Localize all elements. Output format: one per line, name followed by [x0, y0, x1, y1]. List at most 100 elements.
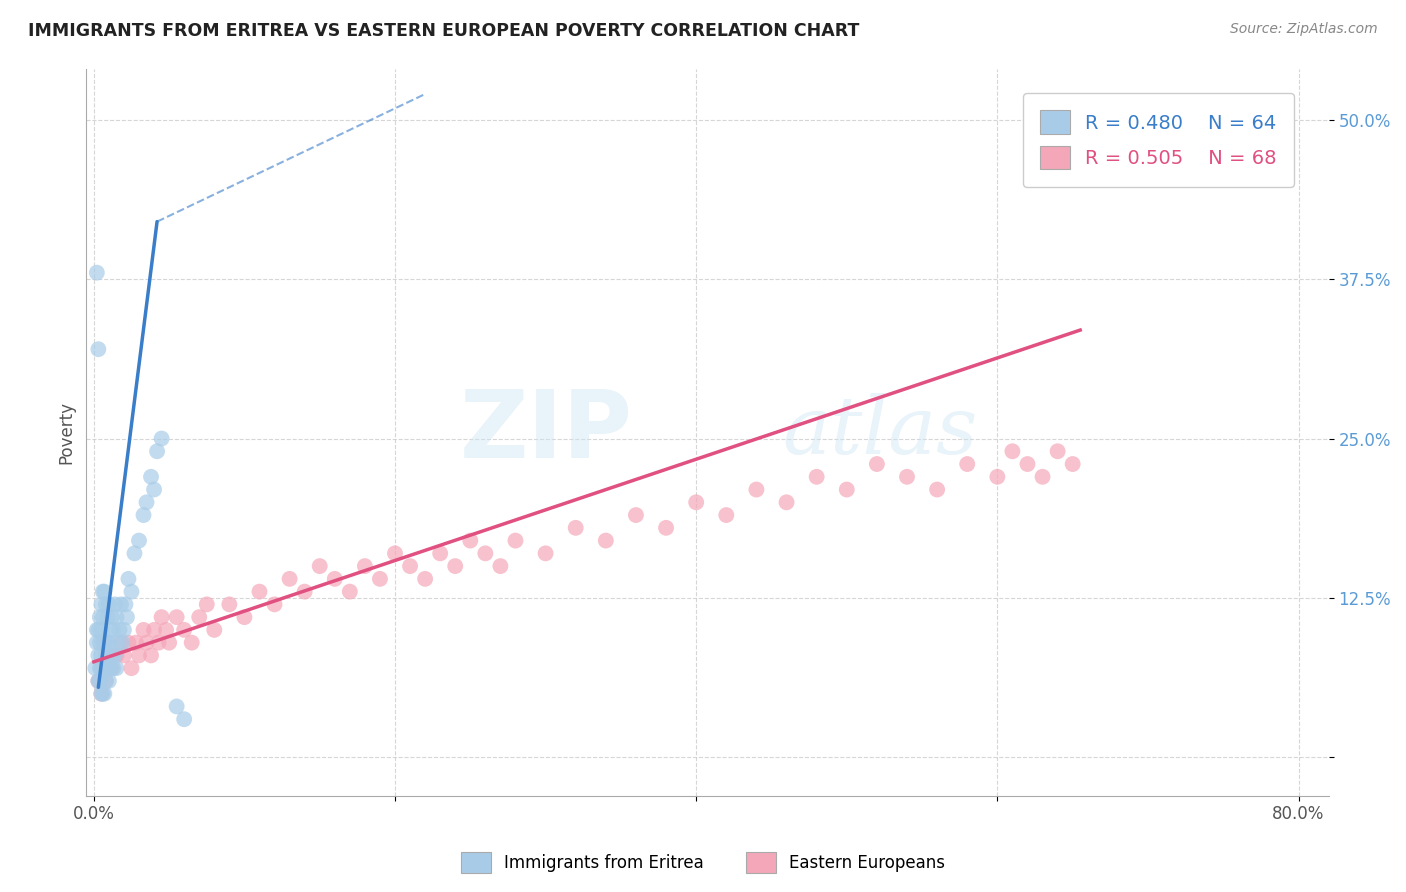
Point: [218, 598, 240, 612]
Point: [105, 661, 128, 675]
Point: [489, 559, 512, 574]
Point: [96, 635, 118, 649]
Point: [100, 661, 122, 675]
Point: [505, 533, 527, 548]
Point: [294, 584, 316, 599]
Point: [101, 661, 124, 675]
Point: [1062, 457, 1084, 471]
Point: [90, 623, 112, 637]
Point: [339, 584, 361, 599]
Point: [143, 623, 166, 637]
Point: [278, 572, 301, 586]
Legend: Immigrants from Eritrea, Eastern Europeans: Immigrants from Eritrea, Eastern Europea…: [454, 846, 952, 880]
Text: Source: ZipAtlas.com: Source: ZipAtlas.com: [1230, 22, 1378, 37]
Point: [86, 623, 108, 637]
Point: [143, 483, 166, 497]
Point: [121, 661, 143, 675]
Point: [105, 610, 128, 624]
Point: [87, 673, 110, 688]
Point: [90, 661, 112, 675]
Point: [100, 623, 122, 637]
Point: [96, 661, 118, 675]
Point: [89, 673, 111, 688]
Point: [89, 610, 111, 624]
Point: [112, 648, 135, 663]
Point: [956, 457, 979, 471]
Point: [474, 546, 496, 560]
Point: [89, 635, 111, 649]
Point: [125, 635, 148, 649]
Point: [1046, 444, 1069, 458]
Point: [91, 635, 114, 649]
Point: [173, 712, 195, 726]
Point: [624, 508, 647, 522]
Point: [94, 648, 117, 663]
Point: [745, 483, 768, 497]
Point: [110, 635, 132, 649]
Point: [146, 444, 169, 458]
Point: [105, 648, 128, 663]
Point: [132, 508, 155, 522]
Point: [87, 623, 110, 637]
Point: [716, 508, 738, 522]
Point: [90, 648, 112, 663]
Point: [91, 687, 114, 701]
Point: [1017, 457, 1039, 471]
Point: [458, 533, 481, 548]
Point: [150, 432, 173, 446]
Point: [866, 457, 889, 471]
Point: [413, 572, 436, 586]
Point: [155, 623, 177, 637]
Point: [429, 546, 451, 560]
Point: [1031, 470, 1053, 484]
Point: [115, 610, 138, 624]
Point: [180, 635, 202, 649]
Text: IMMIGRANTS FROM ERITREA VS EASTERN EUROPEAN POVERTY CORRELATION CHART: IMMIGRANTS FROM ERITREA VS EASTERN EUROP…: [28, 22, 859, 40]
Point: [101, 610, 124, 624]
Point: [90, 687, 112, 701]
Point: [150, 610, 173, 624]
Point: [564, 521, 586, 535]
Point: [104, 648, 127, 663]
Point: [233, 610, 256, 624]
Point: [94, 673, 117, 688]
Text: ZIP: ZIP: [460, 386, 633, 478]
Point: [96, 610, 118, 624]
Point: [1001, 444, 1024, 458]
Point: [91, 584, 114, 599]
Point: [368, 572, 391, 586]
Text: atlas: atlas: [782, 393, 977, 471]
Point: [139, 648, 162, 663]
Point: [97, 635, 120, 649]
Point: [103, 623, 125, 637]
Point: [354, 559, 377, 574]
Point: [103, 661, 125, 675]
Point: [927, 483, 949, 497]
Point: [399, 559, 422, 574]
Point: [986, 470, 1008, 484]
Point: [117, 635, 139, 649]
Point: [112, 623, 135, 637]
Point: [97, 673, 120, 688]
Point: [93, 584, 115, 599]
Point: [97, 648, 120, 663]
Point: [108, 623, 131, 637]
Point: [188, 610, 211, 624]
Point: [121, 584, 143, 599]
Point: [89, 661, 111, 675]
Point: [135, 495, 157, 509]
Point: [97, 598, 120, 612]
Point: [896, 470, 918, 484]
Point: [107, 635, 129, 649]
Point: [117, 572, 139, 586]
Point: [308, 559, 330, 574]
Point: [166, 610, 188, 624]
Point: [86, 635, 108, 649]
Point: [94, 673, 117, 688]
Point: [110, 598, 132, 612]
Point: [806, 470, 828, 484]
Point: [202, 623, 225, 637]
Point: [101, 648, 124, 663]
Point: [104, 598, 127, 612]
Point: [775, 495, 797, 509]
